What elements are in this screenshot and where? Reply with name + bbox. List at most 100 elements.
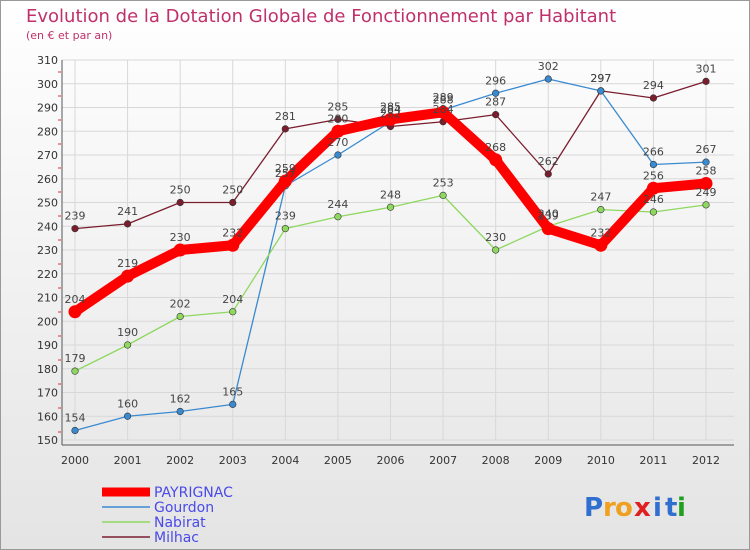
data-point-payrignac — [384, 112, 397, 126]
chart-subtitle: (en € et par an) — [26, 29, 112, 42]
data-point-gourdon — [176, 407, 184, 416]
y-tick-label: 180 — [37, 363, 58, 376]
data-point-gourdon — [334, 151, 342, 159]
data-label-milhac: 284 — [433, 103, 454, 116]
data-point-milhac — [492, 111, 500, 119]
data-label-nabirat: 179 — [65, 352, 86, 365]
data-label-gourdon: 267 — [696, 143, 717, 156]
data-point-payrignac — [278, 174, 292, 188]
y-tick-label: 190 — [37, 339, 58, 352]
data-label-nabirat: 244 — [327, 198, 348, 211]
data-point-nabirat — [386, 203, 395, 211]
y-tick-label: 230 — [37, 244, 58, 257]
legend-label-payrignac: PAYRIGNAC — [154, 485, 233, 501]
data-label-nabirat: 240 — [538, 207, 559, 220]
data-label-gourdon: 257 — [275, 167, 296, 180]
data-point-nabirat — [71, 367, 79, 375]
data-point-gourdon — [702, 158, 710, 166]
data-label-milhac: 239 — [65, 210, 86, 223]
x-axis-ticks: 2000 2001 2002 2003 2004 2005 2006 2007 2008 2009… — [61, 454, 720, 467]
data-label-gourdon: 160 — [117, 397, 138, 410]
data-label-milhac: 250 — [170, 184, 191, 197]
data-point-milhac — [71, 225, 79, 233]
data-label-milhac: 297 — [590, 72, 611, 85]
data-label-gourdon: 297 — [590, 72, 611, 85]
y-tick-label: 200 — [37, 315, 58, 328]
data-label-nabirat: 248 — [380, 188, 401, 201]
y-tick-label: 210 — [37, 292, 58, 305]
y-tick-label: 160 — [37, 410, 58, 423]
data-point-milhac — [229, 198, 237, 207]
data-point-payrignac — [541, 222, 555, 236]
y-tick-label: 270 — [37, 149, 58, 162]
data-label-nabirat: 249 — [696, 186, 717, 199]
data-point-nabirat — [123, 341, 132, 349]
y-tick-label: 150 — [37, 434, 58, 447]
data-point-milhac — [649, 94, 658, 102]
x-tick-label: 2002 — [166, 454, 194, 467]
data-label-nabirat: 202 — [170, 298, 191, 311]
x-tick-label: 2004 — [271, 454, 299, 467]
data-point-payrignac — [436, 105, 450, 119]
data-point-payrignac — [594, 238, 608, 252]
data-label-nabirat: 190 — [117, 326, 138, 339]
data-point-gourdon — [229, 400, 237, 408]
brand-letter: t — [665, 493, 677, 523]
chart-title: Evolution de la Dotation Globale de Fonc… — [26, 6, 616, 27]
x-tick-label: 2000 — [61, 454, 89, 467]
data-label-gourdon: 289 — [433, 91, 454, 104]
data-point-milhac — [334, 115, 342, 123]
x-tick-label: 2010 — [587, 454, 615, 467]
y-axis-ticks: 150 160 170 180 190 200 210 220 230 240 250 260 270 2… — [37, 54, 58, 447]
data-label-gourdon: 296 — [485, 74, 506, 87]
data-label-gourdon: 270 — [327, 136, 348, 149]
data-point-nabirat — [229, 308, 237, 316]
data-label-payrignac: 268 — [485, 141, 506, 154]
x-tick-label: 2009 — [534, 454, 562, 467]
data-point-payrignac — [226, 238, 240, 252]
data-label-payrignac: 239 — [538, 210, 559, 223]
data-label-payrignac: 259 — [275, 162, 296, 175]
brand-letter: x — [634, 493, 651, 523]
y-tick-label: 280 — [37, 125, 58, 138]
data-label-gourdon: 165 — [222, 385, 243, 398]
data-label-payrignac: 204 — [65, 293, 86, 306]
x-tick-label: 2005 — [324, 454, 352, 467]
data-point-nabirat — [334, 213, 342, 221]
x-tick-label: 2011 — [639, 454, 667, 467]
data-label-milhac: 287 — [485, 96, 506, 109]
data-point-nabirat — [176, 312, 184, 321]
data-point-gourdon — [123, 412, 132, 420]
brand-letter: o — [615, 493, 633, 523]
data-point-nabirat — [702, 201, 710, 209]
data-point-milhac — [544, 170, 552, 178]
data-label-payrignac: 256 — [643, 169, 664, 182]
y-tick-label: 220 — [37, 268, 58, 281]
data-label-nabirat: 247 — [590, 191, 611, 204]
data-label-payrignac: 285 — [380, 100, 401, 113]
x-tick-label: 2007 — [429, 454, 457, 467]
data-point-gourdon — [597, 87, 605, 95]
data-label-milhac: 250 — [222, 184, 243, 197]
data-point-gourdon — [492, 89, 500, 97]
brand-letter: i — [653, 493, 662, 523]
data-point-nabirat — [597, 206, 605, 214]
x-tick-label: 2006 — [377, 454, 405, 467]
data-point-nabirat — [649, 208, 658, 216]
x-tick-label: 2008 — [482, 454, 510, 467]
data-point-payrignac — [331, 124, 345, 138]
data-label-nabirat: 246 — [643, 193, 664, 206]
y-tick-label: 250 — [37, 197, 58, 210]
x-tick-label: 2001 — [114, 454, 142, 467]
legend-label-gourdon: Gourdon — [154, 500, 214, 516]
data-label-milhac: 281 — [275, 110, 296, 123]
data-label-payrignac: 219 — [117, 257, 138, 270]
legend-label-milhac: Milhac — [154, 530, 199, 546]
brand-letter: P — [584, 493, 603, 523]
data-label-payrignac: 258 — [696, 165, 717, 178]
data-point-milhac — [123, 220, 132, 228]
